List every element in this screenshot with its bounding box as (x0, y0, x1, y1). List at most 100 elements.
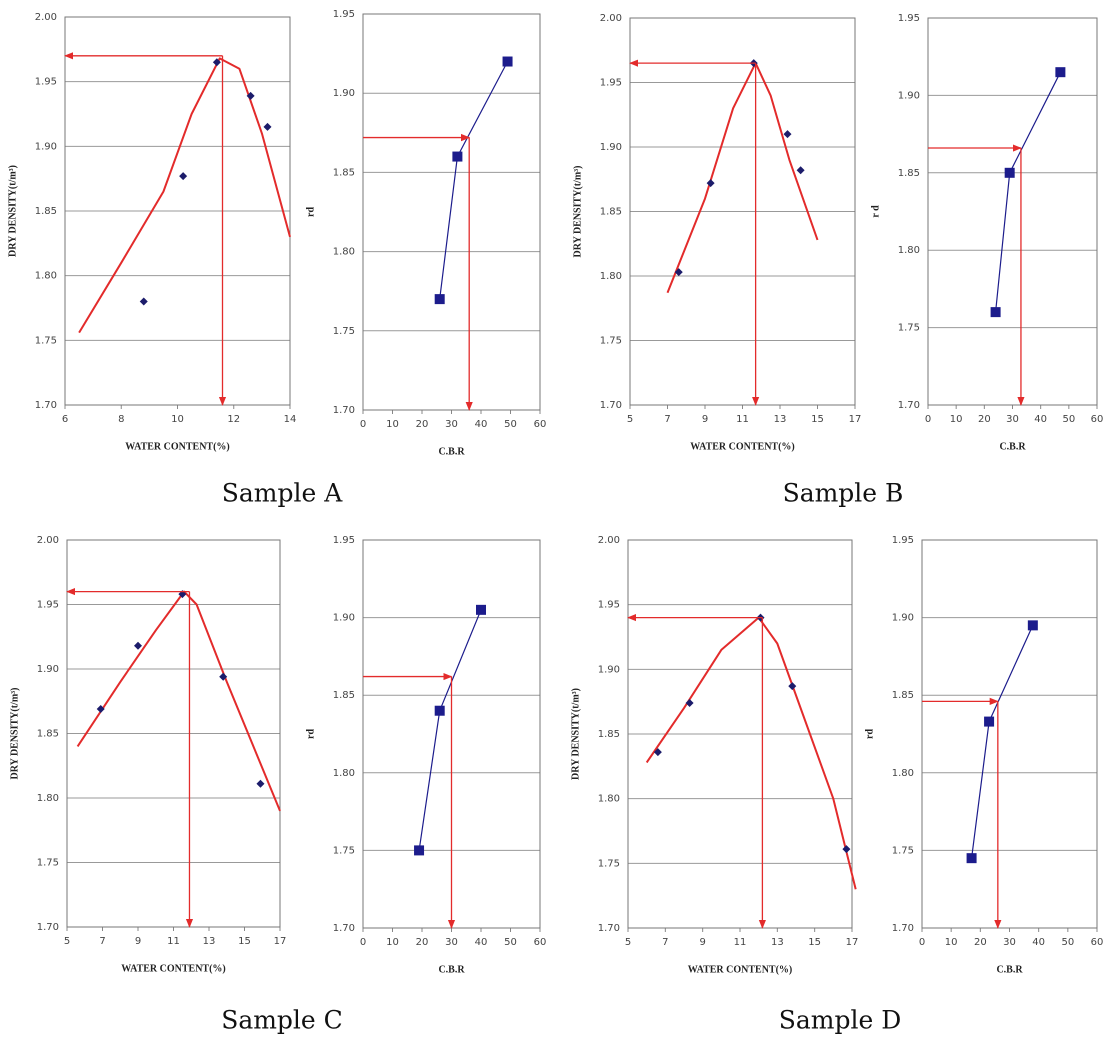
data-point (212, 58, 221, 67)
x-tick-label: 60 (534, 937, 547, 948)
data-point (96, 704, 105, 713)
x-tick-label: 12 (227, 414, 240, 425)
y-tick-label: 1.80 (333, 768, 355, 779)
x-tick-label: 13 (771, 937, 784, 948)
data-point (179, 172, 188, 181)
x-tick-label: 30 (445, 937, 458, 948)
x-tick-label: 60 (534, 419, 547, 430)
x-tick-label: 13 (774, 414, 787, 425)
data-point (139, 297, 148, 306)
y-tick-label: 1.75 (35, 335, 57, 346)
y-tick-label: 2.00 (37, 535, 59, 546)
x-tick-label: 50 (1062, 414, 1075, 425)
y-tick-label: 1.80 (892, 768, 914, 779)
y-tick-label: 1.70 (600, 400, 622, 411)
x-axis-title: C.B.R (999, 441, 1026, 452)
x-tick-label: 17 (274, 936, 287, 947)
y-axis-title: DRY DENSITY(t/m³) (570, 688, 581, 780)
y-tick-label: 2.00 (598, 535, 620, 546)
caption: Sample B (783, 479, 904, 508)
y-axis-title: DRY DENSITY(t/m³) (572, 166, 583, 258)
y-tick-label: 1.75 (600, 336, 622, 347)
y-tick-label: 1.95 (898, 13, 920, 24)
y-tick-label: 1.80 (35, 271, 57, 282)
x-tick-label: 6 (62, 414, 68, 425)
data-point (1055, 67, 1066, 78)
data-point (256, 779, 265, 788)
y-tick-label: 1.85 (333, 167, 355, 178)
x-tick-label: 10 (386, 419, 399, 430)
x-tick-label: 9 (699, 937, 705, 948)
y-tick-label: 1.85 (892, 690, 914, 701)
y-tick-label: 1.70 (898, 400, 920, 411)
caption: Sample D (779, 1006, 902, 1035)
x-tick-label: 11 (734, 937, 747, 948)
x-tick-label: 50 (1061, 937, 1074, 948)
y-tick-label: 1.80 (37, 793, 59, 804)
x-tick-label: 40 (1034, 414, 1047, 425)
data-point (434, 705, 445, 716)
x-axis-title: WATER CONTENT(%) (121, 963, 226, 974)
plot-frame (629, 17, 856, 406)
x-axis-title: WATER CONTENT(%) (688, 964, 793, 975)
x-tick-label: 11 (167, 936, 180, 947)
x-axis-title: C.B.R (438, 964, 465, 975)
data-point (783, 130, 792, 139)
y-tick-label: 1.85 (333, 690, 355, 701)
y-tick-label: 1.70 (333, 923, 355, 934)
x-tick-label: 7 (99, 936, 105, 947)
data-point (476, 604, 486, 615)
x-tick-label: 40 (1032, 937, 1045, 948)
series-line (645, 616, 857, 890)
y-tick-label: 1.75 (892, 845, 914, 856)
y-tick-label: 1.90 (892, 613, 914, 624)
data-point (502, 56, 513, 67)
x-tick-label: 60 (1091, 937, 1104, 948)
y-tick-label: 1.70 (35, 400, 57, 411)
plot-frame (927, 17, 1098, 406)
y-tick-label: 2.00 (35, 12, 57, 23)
data-point (452, 151, 463, 162)
x-tick-label: 50 (504, 419, 517, 430)
y-tick-label: 1.95 (600, 78, 622, 89)
caption: Sample A (222, 479, 343, 508)
x-tick-label: 13 (203, 936, 216, 947)
y-tick-label: 1.80 (598, 794, 620, 805)
y-tick-label: 1.90 (333, 613, 355, 624)
x-tick-label: 5 (625, 937, 631, 948)
plot-frame (66, 539, 281, 928)
x-tick-label: 17 (849, 414, 862, 425)
x-axis-title: WATER CONTENT(%) (125, 441, 230, 452)
x-tick-label: 40 (475, 419, 488, 430)
y-tick-label: 1.85 (600, 207, 622, 218)
y-tick-label: 2.00 (600, 13, 622, 24)
x-tick-label: 10 (950, 414, 963, 425)
x-tick-label: 5 (64, 936, 70, 947)
y-tick-label: 1.85 (37, 729, 59, 740)
x-tick-label: 7 (662, 937, 668, 948)
x-tick-label: 20 (416, 419, 429, 430)
x-axis-title: WATER CONTENT(%) (690, 441, 795, 452)
x-tick-label: 10 (945, 937, 958, 948)
y-tick-label: 1.95 (892, 535, 914, 546)
plot-frame (921, 539, 1098, 929)
y-tick-label: 1.90 (37, 664, 59, 675)
y-tick-label: 1.80 (333, 247, 355, 258)
y-tick-label: 1.85 (35, 206, 57, 217)
y-axis-title: DRY DENSITY(t/m³) (9, 688, 20, 780)
x-tick-label: 10 (386, 937, 399, 948)
plot-frame (362, 13, 541, 411)
plot-frame (64, 16, 291, 406)
series-line (78, 57, 291, 334)
x-tick-label: 20 (974, 937, 987, 948)
data-point (434, 294, 445, 305)
x-tick-label: 60 (1091, 414, 1104, 425)
data-point (414, 845, 425, 856)
x-tick-label: 17 (846, 937, 859, 948)
x-tick-label: 30 (445, 419, 458, 430)
x-tick-label: 0 (919, 937, 925, 948)
data-point (966, 853, 977, 864)
y-tick-label: 1.95 (35, 77, 57, 88)
y-tick-label: 1.90 (35, 141, 57, 152)
